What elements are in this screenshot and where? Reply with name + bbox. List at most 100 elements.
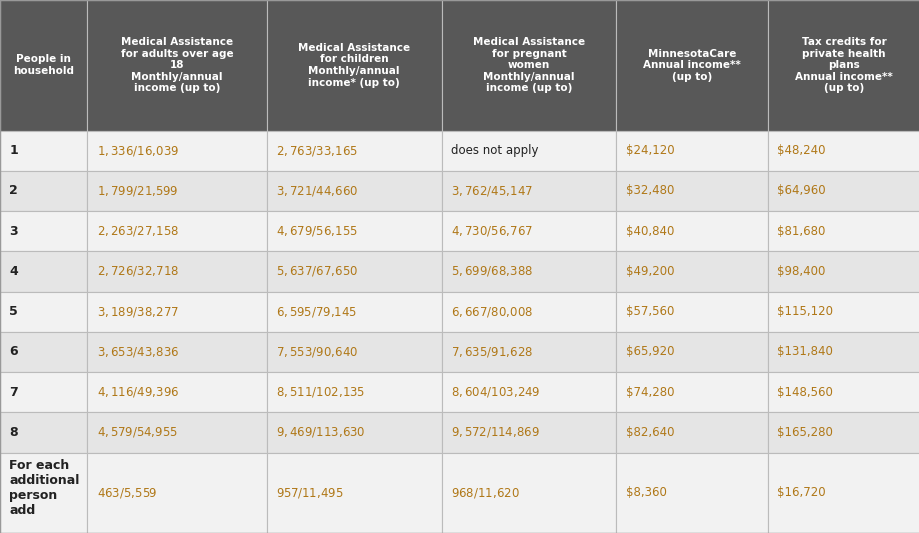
Bar (441, 372, 616, 413)
Bar (267, 0, 441, 131)
Text: $74,280: $74,280 (625, 386, 674, 399)
Bar (767, 292, 919, 332)
Text: $148,560: $148,560 (777, 386, 833, 399)
Text: $3,653 / $43,836: $3,653 / $43,836 (96, 345, 178, 359)
Text: $2,763 / $33,165: $2,763 / $33,165 (276, 144, 357, 158)
Bar (267, 372, 441, 413)
Bar (441, 413, 616, 453)
Bar (87, 372, 267, 413)
Bar (767, 453, 919, 533)
Text: 5: 5 (9, 305, 18, 318)
Bar (767, 211, 919, 252)
Bar (0, 211, 87, 252)
Text: $7,635 / $91,628: $7,635 / $91,628 (450, 345, 532, 359)
Bar (767, 131, 919, 171)
Bar (87, 211, 267, 252)
Bar (87, 131, 267, 171)
Text: $1,336 / $16,039: $1,336 / $16,039 (96, 144, 178, 158)
Bar (267, 413, 441, 453)
Bar (267, 211, 441, 252)
Text: $115,120: $115,120 (777, 305, 833, 318)
Bar (87, 171, 267, 211)
Text: 1: 1 (9, 144, 18, 157)
Text: 8: 8 (9, 426, 17, 439)
Bar (441, 0, 616, 131)
Bar (87, 252, 267, 292)
Bar (267, 292, 441, 332)
Text: $4,679 / $56,155: $4,679 / $56,155 (276, 224, 357, 238)
Bar (767, 252, 919, 292)
Bar (0, 131, 87, 171)
Bar (441, 252, 616, 292)
Text: Medical Assistance
for children
Monthly/annual
income* (up to): Medical Assistance for children Monthly/… (298, 43, 410, 88)
Bar (616, 453, 767, 533)
Text: $5,637 / $67,650: $5,637 / $67,650 (276, 264, 357, 278)
Bar (616, 332, 767, 372)
Text: $957 / $11,495: $957 / $11,495 (276, 486, 343, 500)
Bar (616, 211, 767, 252)
Text: $24,120: $24,120 (625, 144, 674, 157)
Text: $81,680: $81,680 (777, 225, 825, 238)
Text: 3: 3 (9, 225, 17, 238)
Text: $64,960: $64,960 (777, 184, 825, 197)
Text: $8,604 / $103,249: $8,604 / $103,249 (450, 385, 539, 399)
Text: $49,200: $49,200 (625, 265, 674, 278)
Text: $16,720: $16,720 (777, 486, 825, 499)
Bar (267, 332, 441, 372)
Bar (267, 453, 441, 533)
Bar (0, 453, 87, 533)
Text: 4: 4 (9, 265, 18, 278)
Bar (441, 453, 616, 533)
Text: $3,189 / $38,277: $3,189 / $38,277 (96, 305, 178, 319)
Text: 6: 6 (9, 345, 17, 358)
Bar (87, 332, 267, 372)
Bar (0, 171, 87, 211)
Text: $5,699 / $68,388: $5,699 / $68,388 (450, 264, 532, 278)
Text: $463 / $5,559: $463 / $5,559 (96, 486, 157, 500)
Bar (87, 0, 267, 131)
Text: $6,667 / $80,008: $6,667 / $80,008 (450, 305, 532, 319)
Text: does not apply: does not apply (450, 144, 538, 157)
Text: Tax credits for
private health
plans
Annual income**
(up to): Tax credits for private health plans Ann… (794, 37, 892, 93)
Text: $98,400: $98,400 (777, 265, 825, 278)
Text: $4,116 / $49,396: $4,116 / $49,396 (96, 385, 178, 399)
Bar (0, 0, 87, 131)
Bar (441, 131, 616, 171)
Bar (767, 171, 919, 211)
Text: People in
household: People in household (13, 54, 74, 76)
Bar (0, 252, 87, 292)
Bar (616, 292, 767, 332)
Bar (616, 131, 767, 171)
Text: $65,920: $65,920 (625, 345, 674, 358)
Text: $4,579 / $54,955: $4,579 / $54,955 (96, 425, 177, 439)
Text: $4,730 / $56,767: $4,730 / $56,767 (450, 224, 532, 238)
Bar (441, 332, 616, 372)
Bar (441, 211, 616, 252)
Bar (616, 0, 767, 131)
Text: Medical Assistance
for pregnant
women
Monthly/annual
income (up to): Medical Assistance for pregnant women Mo… (472, 37, 584, 93)
Bar (767, 0, 919, 131)
Text: $9,572 / $114,869: $9,572 / $114,869 (450, 425, 539, 439)
Bar (267, 131, 441, 171)
Text: MinnesotaCare
Annual income**
(up to): MinnesotaCare Annual income** (up to) (642, 49, 741, 82)
Text: $2,263 / $27,158: $2,263 / $27,158 (96, 224, 178, 238)
Text: $8,360: $8,360 (625, 486, 665, 499)
Bar (87, 413, 267, 453)
Text: $7,553 / $90,640: $7,553 / $90,640 (276, 345, 357, 359)
Text: $8,511 / $102,135: $8,511 / $102,135 (276, 385, 365, 399)
Bar (616, 413, 767, 453)
Text: $3,721 / $44,660: $3,721 / $44,660 (276, 184, 357, 198)
Text: 7: 7 (9, 386, 18, 399)
Bar (0, 372, 87, 413)
Text: $165,280: $165,280 (777, 426, 833, 439)
Bar (767, 372, 919, 413)
Text: $6,595 / $79,145: $6,595 / $79,145 (276, 305, 357, 319)
Text: $48,240: $48,240 (777, 144, 825, 157)
Bar (616, 372, 767, 413)
Text: $1,799 / $21,599: $1,799 / $21,599 (96, 184, 178, 198)
Text: $57,560: $57,560 (625, 305, 674, 318)
Bar (87, 453, 267, 533)
Bar (267, 252, 441, 292)
Text: $82,640: $82,640 (625, 426, 674, 439)
Text: Medical Assistance
for adults over age
18
Monthly/annual
income (up to): Medical Assistance for adults over age 1… (120, 37, 233, 93)
